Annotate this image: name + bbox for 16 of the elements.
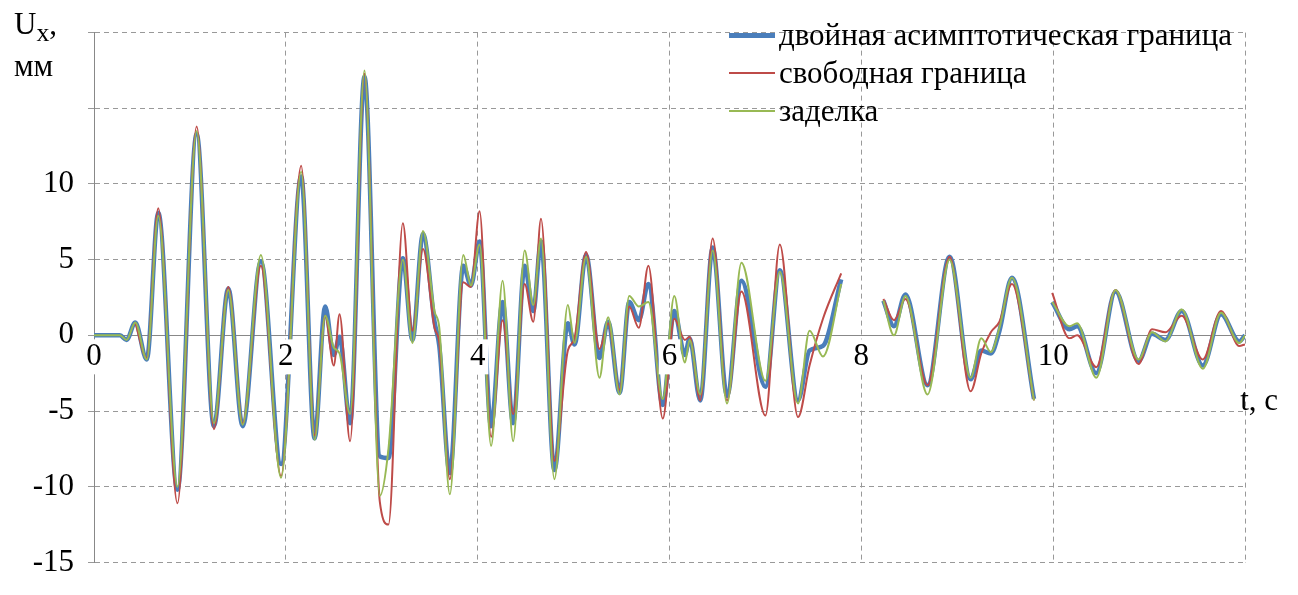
y-axis-title: U$_{x}$, мм bbox=[14, 6, 58, 84]
legend-label: свободная граница bbox=[778, 54, 1027, 92]
x-tick-label: 0 bbox=[86, 336, 102, 372]
y-tick-label: -5 bbox=[48, 391, 74, 427]
x-tick-label: 4 bbox=[469, 336, 486, 372]
x-tick-label: 8 bbox=[853, 336, 870, 372]
y-tick-label: 5 bbox=[58, 239, 74, 275]
y-tick-label: 10 bbox=[43, 164, 74, 200]
x-tick-label: 6 bbox=[661, 336, 678, 372]
x-tick-label: 2 bbox=[278, 336, 294, 372]
x-axis-title: t, c bbox=[1240, 382, 1278, 418]
legend-label: заделка bbox=[778, 92, 879, 130]
legend-label: двойная асимптотическая граница bbox=[778, 16, 1232, 54]
x-tick-label: 10 bbox=[1037, 336, 1069, 372]
y-tick-label: -15 bbox=[32, 542, 74, 578]
y-tick-label: -10 bbox=[32, 466, 74, 502]
